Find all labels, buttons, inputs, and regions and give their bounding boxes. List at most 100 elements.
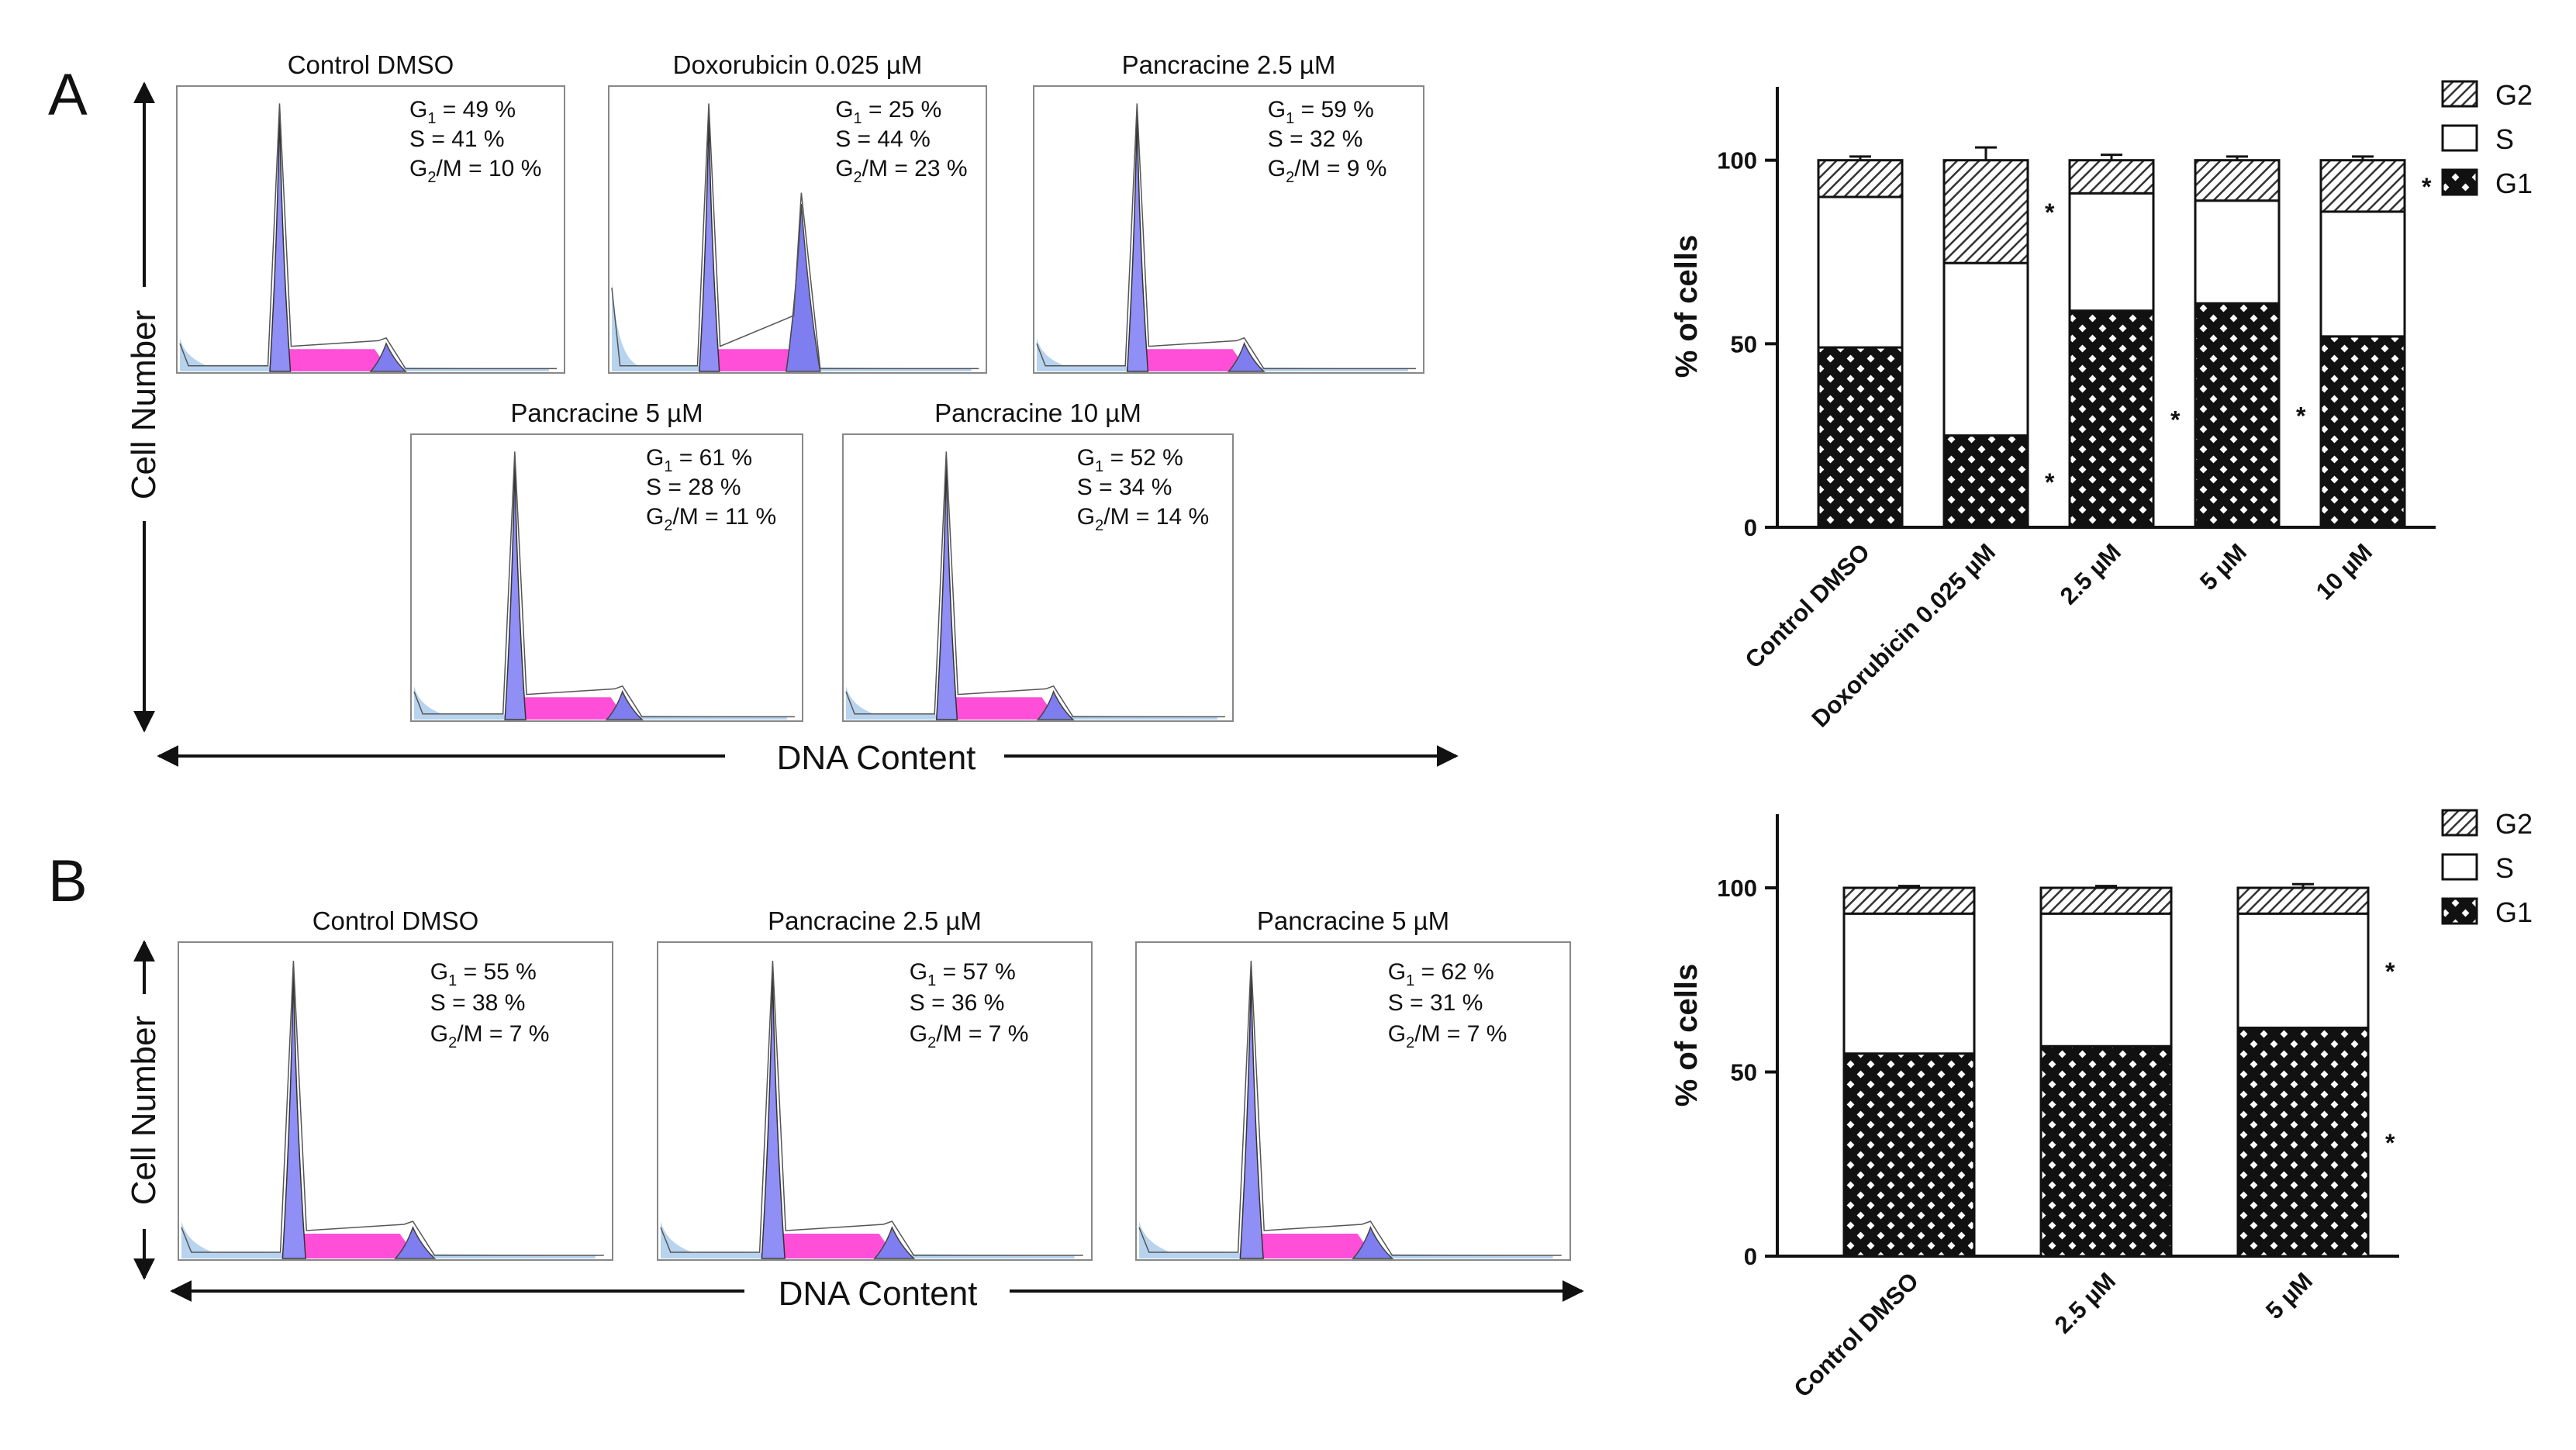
bar-segment-s bbox=[2319, 210, 2406, 338]
g1-value: 59 % bbox=[1321, 97, 1373, 123]
bar-segment-g1 bbox=[2039, 1044, 2173, 1258]
g2m-equals: /M = bbox=[436, 156, 489, 181]
g2m-stat: G2/M = 23 % bbox=[835, 156, 967, 186]
s-stat: S = 44 % bbox=[835, 126, 931, 152]
histogram-a-4: Pancracine 5 µM G1 = 61 %S = 28 % G2/M = 1… bbox=[410, 399, 803, 722]
g2m-label: G bbox=[1077, 504, 1095, 530]
histogram-title: Pancracine 5 µM bbox=[510, 399, 703, 427]
g1-equals: = bbox=[1414, 959, 1441, 985]
g2m-label: G bbox=[409, 156, 427, 181]
bar-segment-s bbox=[2194, 199, 2281, 305]
g1-subscript: 1 bbox=[854, 110, 862, 127]
legend-swatch-s bbox=[2441, 853, 2478, 881]
significance-asterisk: * bbox=[2422, 173, 2432, 201]
s-label: S = bbox=[1268, 126, 1310, 152]
histogram-title: Pancracine 10 µM bbox=[934, 399, 1141, 427]
s-value: 31 % bbox=[1430, 990, 1483, 1016]
bar-segment-g2 bbox=[2236, 886, 2370, 915]
histogram-title: Pancracine 2.5 µM bbox=[768, 906, 982, 935]
s-label: S = bbox=[646, 475, 688, 500]
bar-segment-g1 bbox=[2236, 1027, 2370, 1258]
g2m-stat: G2/M = 9 % bbox=[1268, 156, 1387, 186]
s-stat: S = 32 % bbox=[1268, 126, 1363, 152]
histogram-frame bbox=[657, 941, 1093, 1261]
bar-segment-g2 bbox=[2068, 159, 2155, 195]
bar-segment-g2 bbox=[2039, 886, 2173, 915]
s-label: S = bbox=[835, 126, 877, 152]
panel-a-cell-number-label: Cell Number bbox=[125, 310, 163, 500]
g2m-subscript: 2 bbox=[927, 1034, 936, 1051]
x-tick-label: 10 µM bbox=[2311, 538, 2377, 605]
bar-segment-g1 bbox=[1842, 1052, 1976, 1258]
g2-peak bbox=[1227, 342, 1266, 372]
g2m-value: 7 % bbox=[1467, 1021, 1507, 1047]
g2m-subscript: 2 bbox=[1286, 169, 1294, 186]
g2-peak bbox=[873, 1226, 916, 1259]
g1-label: G bbox=[409, 97, 427, 123]
g1-subscript: 1 bbox=[1095, 458, 1103, 475]
g2-peak bbox=[605, 690, 644, 720]
g1-equals: = bbox=[1103, 445, 1130, 471]
g2m-equals: /M = bbox=[1103, 504, 1156, 530]
g1-stat: G1 = 59 % bbox=[1268, 97, 1374, 127]
panel-a-dna-content-label: DNA Content bbox=[777, 739, 976, 777]
bar-segment-s bbox=[1942, 261, 2029, 437]
debris-area bbox=[414, 685, 787, 720]
s-stat: S = 36 % bbox=[910, 990, 1005, 1016]
g1-value: 57 % bbox=[962, 959, 1015, 985]
histogram-envelope bbox=[660, 960, 1083, 1256]
g2m-equals: /M = bbox=[1414, 1021, 1467, 1047]
s-stat: S = 31 % bbox=[1388, 990, 1483, 1016]
s-stat: S = 28 % bbox=[646, 475, 741, 500]
s-value: 41 % bbox=[451, 126, 504, 152]
g2m-subscript: 2 bbox=[448, 1034, 457, 1051]
g2m-stat: G2/M = 11 % bbox=[646, 504, 776, 534]
g1-subscript: 1 bbox=[664, 458, 672, 475]
g2m-equals: /M = bbox=[672, 504, 725, 530]
g2m-stat: G2/M = 7 % bbox=[1388, 1021, 1507, 1051]
debris-area bbox=[181, 1221, 596, 1258]
panel-b-cell-number-label: Cell Number bbox=[125, 1016, 163, 1206]
histogram-frame bbox=[842, 433, 1234, 722]
y-tick-label: 100 bbox=[1717, 875, 1757, 902]
legend-label-g1: G1 bbox=[2495, 167, 2533, 199]
debris-area bbox=[180, 337, 549, 371]
panel-b-cell-number-axis: Cell Number bbox=[125, 940, 163, 1280]
significance-asterisk: * bbox=[2296, 402, 2306, 430]
legend-label-g2: G2 bbox=[2495, 79, 2533, 111]
s-label: S = bbox=[1388, 990, 1430, 1016]
g1-stat: G1 = 55 % bbox=[430, 959, 537, 989]
g2m-label: G bbox=[646, 504, 664, 530]
g1-value: 62 % bbox=[1441, 959, 1493, 985]
s-phase-area bbox=[279, 349, 390, 371]
g1-label: G bbox=[910, 959, 927, 985]
bar-segment-g2 bbox=[1817, 159, 1904, 199]
g1-equals: = bbox=[672, 445, 699, 471]
g2m-stat: G2/M = 14 % bbox=[1077, 504, 1209, 534]
histogram-frame bbox=[1135, 941, 1571, 1261]
g2m-equals: /M = bbox=[936, 1021, 989, 1047]
g1-label: G bbox=[1388, 959, 1406, 985]
s-value: 44 % bbox=[877, 126, 930, 152]
histogram-envelope bbox=[181, 960, 604, 1256]
panel-b-dna-content-axis: DNA Content bbox=[170, 1275, 1584, 1313]
s-label: S = bbox=[430, 990, 472, 1016]
histogram-title: Pancracine 5 µM bbox=[1257, 906, 1449, 935]
bar-stack bbox=[2319, 155, 2406, 529]
g1-label: G bbox=[1077, 445, 1095, 471]
significance-asterisk: * bbox=[2170, 406, 2181, 433]
g2-peak bbox=[394, 1226, 437, 1259]
legend-swatch-g2 bbox=[2441, 809, 2478, 837]
g1-subscript: 1 bbox=[927, 972, 936, 989]
legend-swatch-g1 bbox=[2441, 168, 2478, 196]
legend-label-s: S bbox=[2495, 852, 2514, 884]
g2m-subscript: 2 bbox=[1406, 1034, 1414, 1051]
s-label: S = bbox=[1077, 475, 1119, 500]
bar-stack bbox=[1942, 146, 2029, 529]
g1-stat: G1 = 61 % bbox=[646, 445, 752, 475]
